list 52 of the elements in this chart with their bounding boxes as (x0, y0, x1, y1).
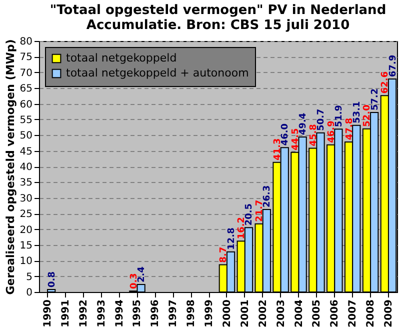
x-tick-label: 2008 (366, 299, 377, 328)
y-tick-label: 30 (20, 193, 32, 204)
data-label: 67.9 (388, 54, 398, 77)
y-tick-label: 75 (20, 52, 32, 64)
legend-label: totaal netgekoppeld (66, 52, 177, 64)
y-tick-label: 60 (20, 99, 32, 110)
data-label: 57.2 (370, 88, 380, 111)
x-tick-label: 2006 (330, 299, 341, 328)
x-tick-label: 1999 (204, 299, 216, 328)
legend-label: totaal netgekoppeld + autonoom (66, 66, 249, 80)
x-tick-label: 2001 (240, 299, 251, 328)
x-tick-label: 1993 (96, 299, 108, 328)
x-tick-label: 2007 (348, 299, 359, 328)
y-tick-label: 80 (20, 36, 32, 48)
x-tick-label: 1995 (132, 299, 144, 328)
x-tick-label: 1990 (42, 299, 54, 328)
data-label: 53.1 (352, 101, 362, 124)
y-tick-label: 55 (20, 114, 32, 126)
y-tick-label: 15 (20, 240, 32, 252)
y-tick-label: 0 (26, 288, 32, 298)
x-tick-label: 1991 (60, 299, 72, 328)
y-tick-label: 25 (20, 209, 32, 220)
y-tick-label: 45 (20, 146, 32, 158)
x-tick-label: 1997 (168, 299, 180, 328)
data-label: 51.9 (334, 104, 344, 128)
x-tick-label: 2004 (294, 299, 305, 328)
data-label: 12.8 (226, 228, 237, 250)
data-label: 2.4 (137, 266, 148, 282)
y-axis-title: Gerealiseerd opgesteld vermogen (MWp) (4, 39, 17, 295)
x-tick-label: 2003 (276, 299, 287, 328)
y-tick-label: 10 (20, 256, 32, 268)
y-tick-label: 40 (20, 162, 32, 173)
text: Accumulatie. Bron: CBS 15 juli 2010 (86, 18, 350, 33)
y-tick-label: 5 (26, 272, 32, 283)
x-tick-label: 2000 (222, 299, 233, 328)
y-tick-label: 65 (20, 84, 32, 95)
data-label: 0.8 (47, 272, 58, 288)
y-tick-label: 50 (20, 130, 32, 142)
text: "Totaal opgesteld vermogen" PV in Nederland (50, 3, 386, 18)
data-label: 50.7 (316, 108, 327, 131)
x-tick-label: 1994 (114, 299, 126, 328)
y-tick-label: 20 (20, 224, 32, 236)
x-tick-label: 2009 (383, 299, 394, 328)
x-tick-label: 2005 (312, 299, 323, 328)
y-tick-label: 35 (20, 178, 32, 189)
y-tick-label: 70 (20, 68, 32, 79)
data-label: 46.0 (280, 123, 291, 146)
data-label: 49.4 (298, 112, 309, 136)
x-tick-label: 1998 (186, 299, 198, 328)
x-tick-label: 1992 (78, 299, 90, 328)
x-tick-label: 2002 (258, 299, 269, 328)
x-tick-label: 1996 (150, 299, 162, 328)
